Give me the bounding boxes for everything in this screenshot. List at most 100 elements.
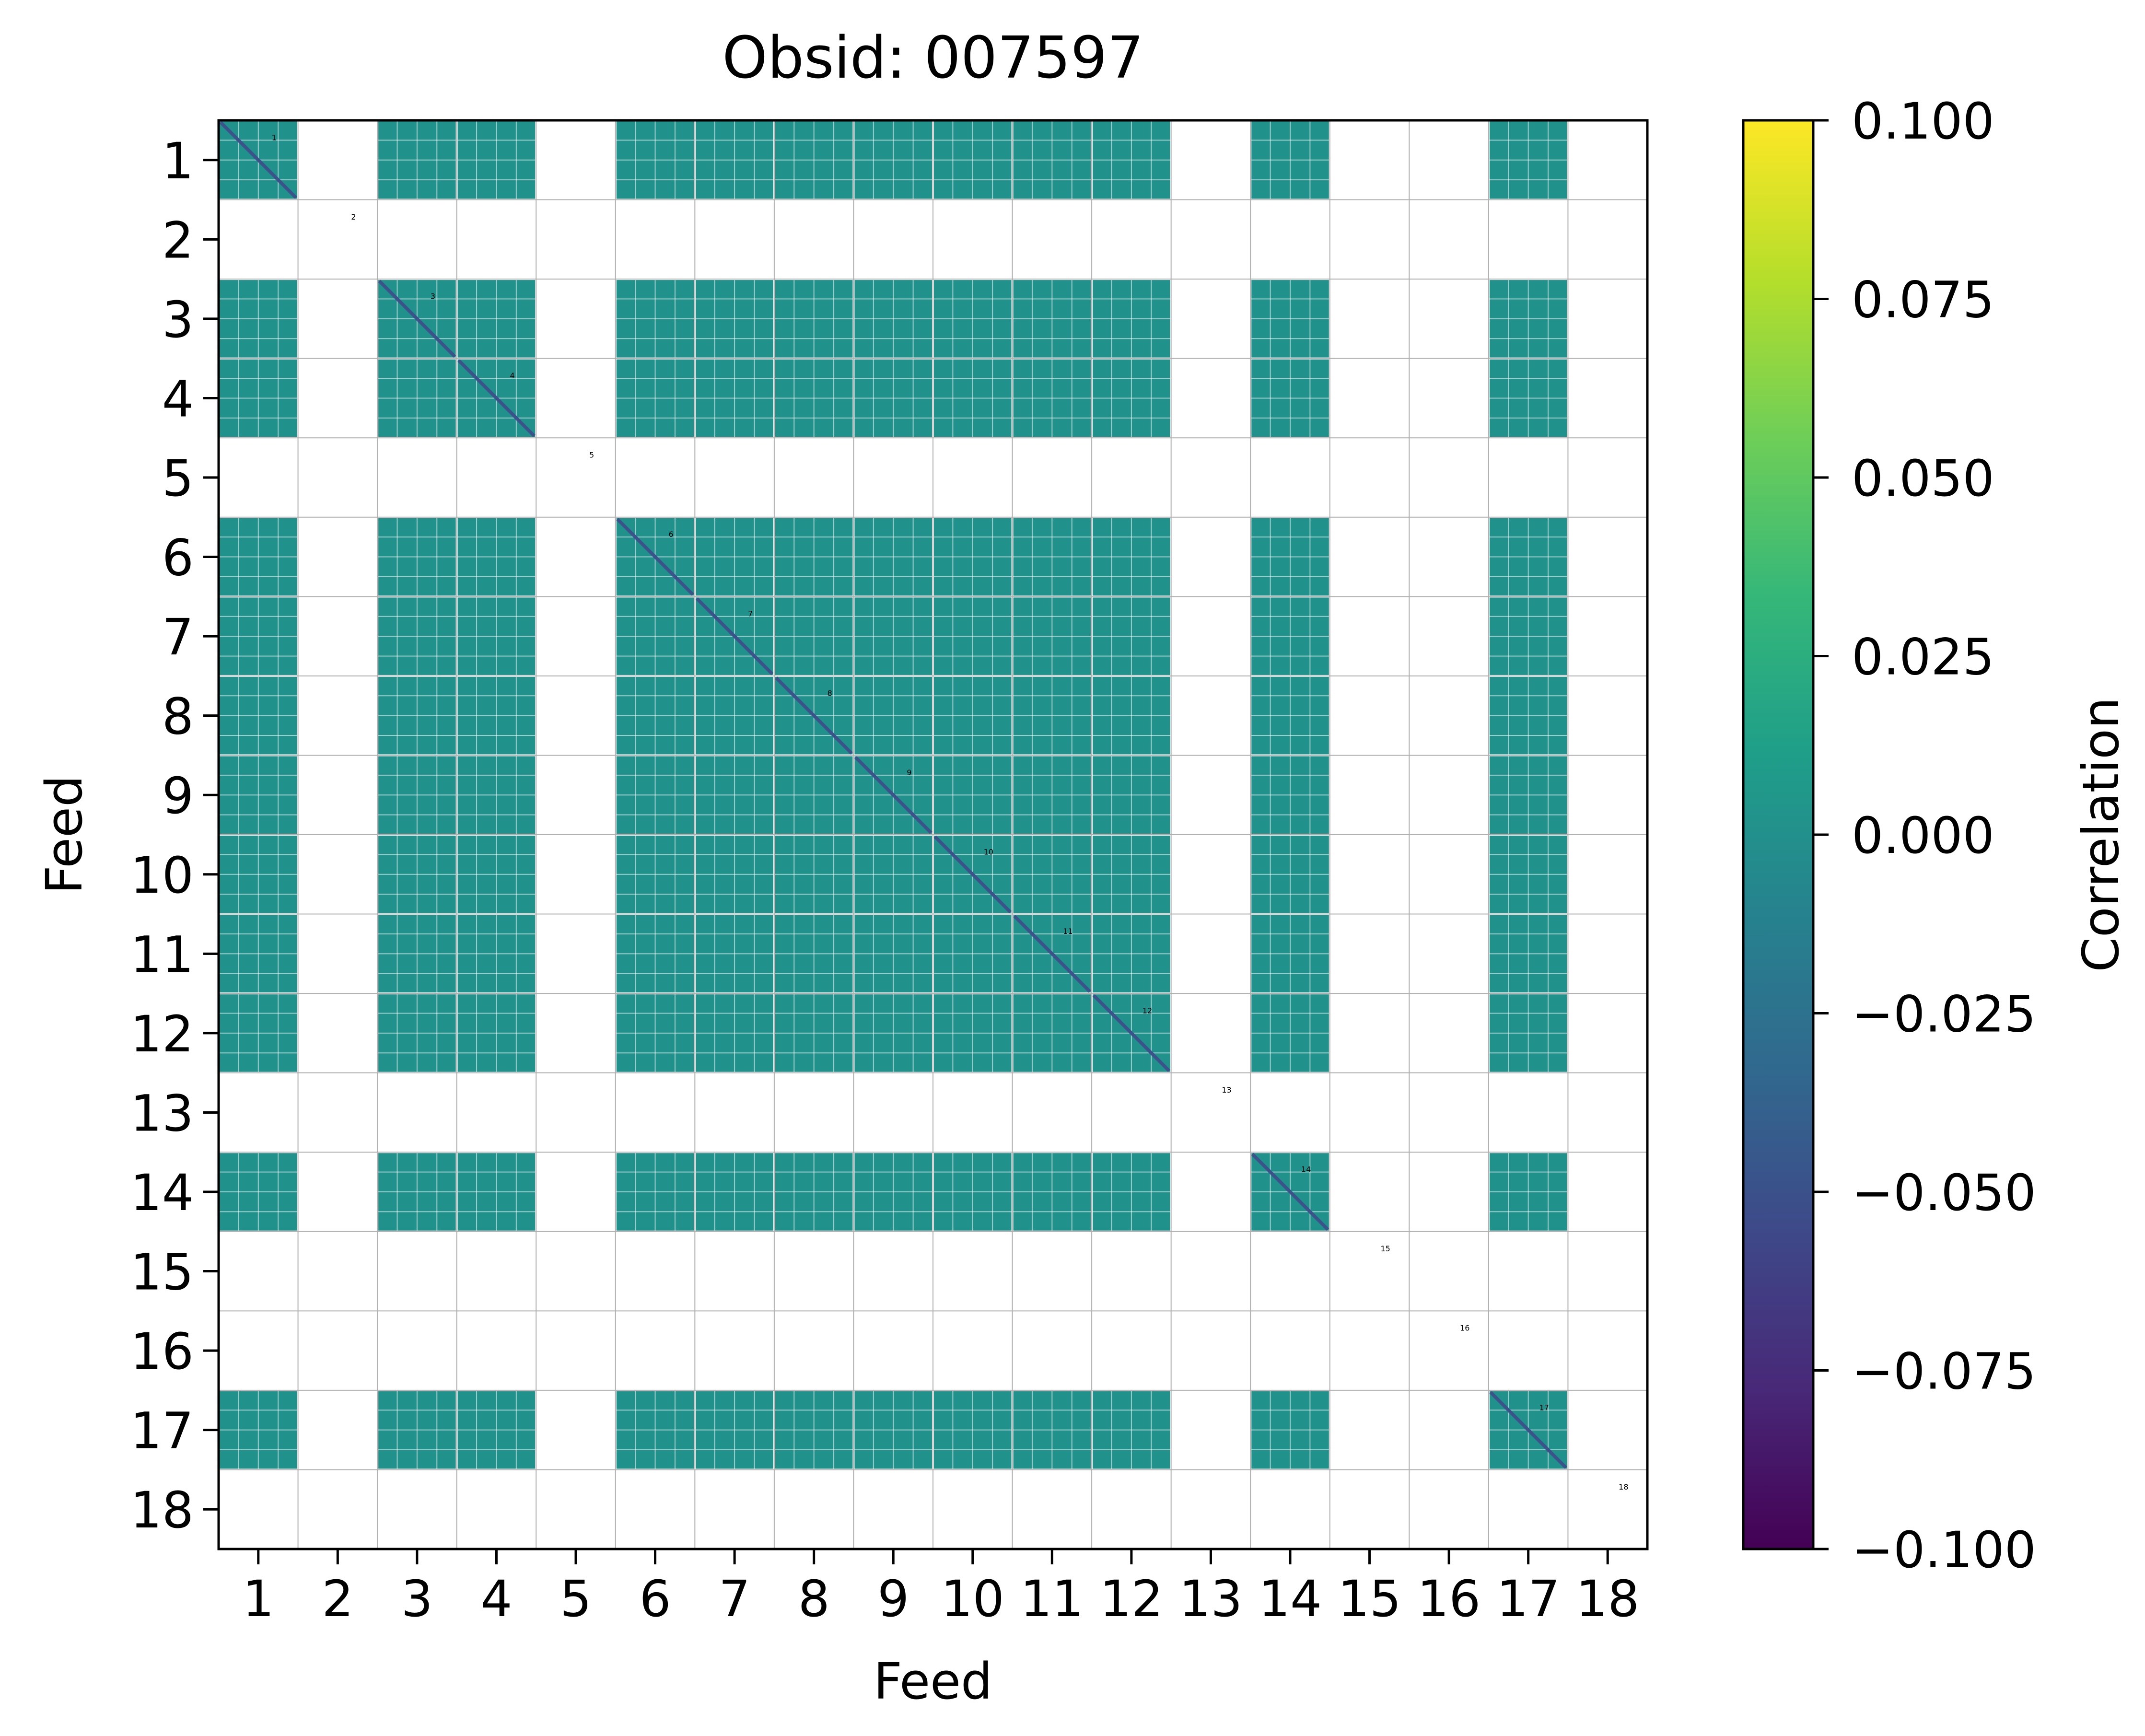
x-tick-label: 1 (243, 1570, 274, 1628)
heatmap-cell (696, 836, 773, 913)
heatmap-cell (220, 915, 297, 993)
heatmap-cell (934, 359, 1012, 437)
heatmap-cell (775, 915, 853, 993)
x-tick-label: 4 (480, 1570, 512, 1628)
heatmap-cell (854, 994, 932, 1072)
y-tick-label: 14 (130, 1164, 194, 1222)
y-tick-label: 17 (130, 1402, 194, 1460)
colorbar-tick-label: 0.075 (1852, 271, 1994, 329)
diagonal-feed-label: 5 (589, 451, 594, 460)
heatmap-cell (1093, 1391, 1170, 1469)
heatmap-cell (1251, 121, 1329, 199)
y-tick-label: 18 (130, 1481, 194, 1539)
heatmap-cell (775, 518, 853, 596)
heatmap-cell (1093, 1153, 1170, 1231)
heatmap-cell (1093, 518, 1170, 596)
heatmap-cell (854, 121, 932, 199)
heatmap-cell (696, 994, 773, 1072)
colorbar (1742, 119, 1815, 1550)
chart-title: Obsid: 007597 (722, 25, 1143, 92)
y-tick-label: 8 (162, 687, 194, 746)
heatmap-cell (1093, 676, 1170, 755)
x-tick-label: 11 (1020, 1570, 1084, 1628)
diagonal-feed-label: 2 (351, 212, 356, 221)
heatmap-cell (220, 676, 297, 755)
diagonal-mark (1013, 915, 1091, 993)
heatmap-cell (1013, 597, 1091, 675)
x-axis-label: Feed (874, 1652, 992, 1711)
x-tick-label: 17 (1496, 1570, 1560, 1628)
heatmap-cell (1093, 597, 1170, 675)
diagonal-feed-label: 12 (1142, 1006, 1152, 1015)
heatmap-cell (696, 1153, 773, 1231)
x-tick-label: 2 (322, 1570, 353, 1628)
heatmap-grid (219, 120, 1647, 1549)
heatmap-cell (854, 1391, 932, 1469)
heatmap-cell (696, 756, 773, 834)
heatmap-cell (934, 1153, 1012, 1231)
y-tick-label: 5 (162, 449, 194, 508)
heatmap-cell (775, 597, 853, 675)
heatmap-cell (854, 597, 932, 675)
heatmap-cell (220, 1391, 297, 1469)
x-tick-label: 18 (1576, 1570, 1639, 1628)
heatmap-cell (934, 994, 1012, 1072)
heatmap-cell (220, 359, 297, 437)
diagonal-feed-label: 10 (984, 847, 993, 856)
heatmap-cell (696, 359, 773, 437)
diagonal-mark (933, 835, 1012, 914)
heatmap-cell (1251, 836, 1329, 913)
diagonal-feed-label: 13 (1222, 1085, 1231, 1095)
heatmap-cell (1093, 756, 1170, 834)
heatmap-cell (1251, 994, 1329, 1072)
heatmap-cell (775, 756, 853, 834)
x-axis-ticks: 1 2 3 4 5 6 7 8 9 10 11 12 13 14 15 16 17 18 (243, 1549, 1639, 1628)
y-tick-label: 12 (130, 1005, 194, 1063)
diagonal-feed-label: 15 (1380, 1244, 1390, 1253)
x-tick-label: 12 (1100, 1570, 1163, 1628)
heatmap-cell (616, 915, 694, 993)
diagonal-mark (457, 359, 536, 437)
y-tick-label: 7 (162, 608, 194, 666)
y-tick-label: 10 (130, 846, 194, 905)
diagonal-feed-label: 14 (1301, 1165, 1311, 1174)
x-tick-label: 5 (560, 1570, 592, 1628)
heatmap-plot (219, 121, 1567, 1469)
colorbar-ticks: 0.100 0.075 0.050 0.025 0.000 −0.025 −0.050 −0.… (1813, 92, 2036, 1579)
heatmap-cell (378, 121, 456, 199)
heatmap-cell (220, 836, 297, 913)
heatmap-cell (378, 518, 456, 596)
x-tick-label: 6 (639, 1570, 671, 1628)
heatmap-cell (220, 518, 297, 596)
heatmap-cell (378, 597, 456, 675)
diagonal-feed-label: 18 (1619, 1482, 1628, 1491)
heatmap-cell (1251, 676, 1329, 755)
diagonal-feed-label: 6 (669, 530, 674, 539)
x-tick-label: 15 (1338, 1570, 1401, 1628)
heatmap-cell (1251, 359, 1329, 437)
heatmap-cell (934, 518, 1012, 596)
heatmap-cell (378, 756, 456, 834)
heatmap-cell (1013, 994, 1091, 1072)
heatmap-cell (378, 1391, 456, 1469)
diagonal-mark (1092, 994, 1171, 1072)
heatmap-cell (616, 121, 694, 199)
heatmap-cell (457, 1153, 536, 1231)
heatmap-cell (854, 1153, 932, 1231)
heatmap-cell (1093, 836, 1170, 913)
heatmap-cell (1013, 836, 1091, 913)
heatmap-cell (1013, 280, 1091, 358)
heatmap-cell (1251, 280, 1329, 358)
heatmap-cell (457, 280, 536, 358)
heatmap-cell (616, 676, 694, 755)
diagonal-feed-label: 17 (1539, 1403, 1549, 1412)
heatmap-cell (457, 121, 536, 199)
heatmap-cell (378, 1153, 456, 1231)
heatmap-cell (1093, 915, 1170, 993)
heatmap-cell (457, 994, 536, 1072)
colorbar-tick-label: −0.025 (1852, 985, 2036, 1044)
x-tick-label: 16 (1417, 1570, 1481, 1628)
heatmap-cell (220, 280, 297, 358)
heatmap-cell (616, 359, 694, 437)
heatmap-cell (1489, 756, 1567, 834)
